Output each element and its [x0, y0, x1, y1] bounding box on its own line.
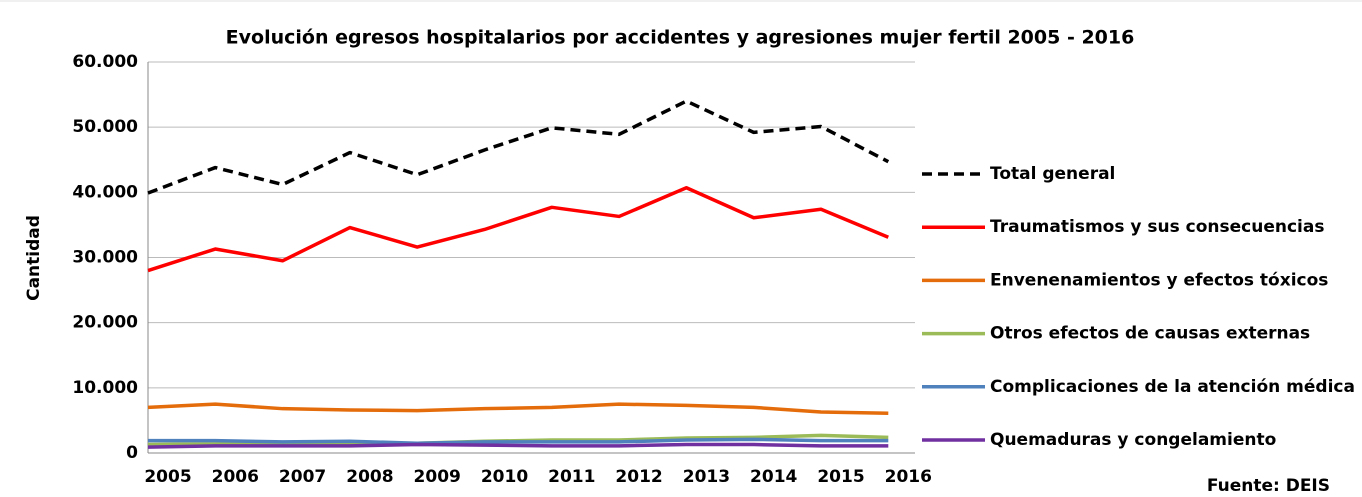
line-series	[147, 99, 890, 195]
x-tick-label: 2010	[481, 467, 528, 487]
x-tick-label: 2016	[885, 467, 932, 487]
x-tick-label: 2006	[212, 467, 259, 487]
line-series	[147, 186, 889, 273]
legend-label: Complicaciones de la atención médica	[990, 377, 1355, 397]
x-tick-label: 2011	[548, 467, 595, 487]
y-tick-label: 60.000	[72, 52, 138, 72]
y-tick-label: 30.000	[72, 248, 138, 268]
y-tick-label: 10.000	[72, 378, 138, 398]
legend-label: Total general	[990, 164, 1115, 184]
y-tick-label: 40.000	[72, 182, 138, 202]
x-tick-label: 2008	[346, 467, 393, 487]
x-tick-label: 2007	[279, 467, 326, 487]
x-tick-label: 2015	[817, 467, 864, 487]
x-tick-label: 2013	[683, 467, 730, 487]
y-tick-label: 0	[126, 443, 138, 463]
legend-label: Otros efectos de causas externas	[990, 324, 1310, 344]
y-axis-label: Cantidad	[24, 215, 44, 301]
x-tick-label: 2009	[414, 467, 461, 487]
source: Fuente: DEIS	[1207, 476, 1330, 496]
x-tick-label: 2012	[615, 467, 662, 487]
y-tick-label: 20.000	[72, 313, 138, 333]
x-tick-label: 2014	[750, 467, 797, 487]
legend-label: Quemaduras y congelamiento	[990, 430, 1276, 450]
line-series	[147, 442, 889, 449]
line-series	[148, 437, 889, 445]
legend-label: Envenenamientos y efectos tóxicos	[990, 270, 1328, 290]
line-series	[147, 402, 889, 415]
legend-label: Traumatismos y sus consecuencias	[990, 217, 1324, 237]
x-tick-label: 2005	[144, 467, 191, 487]
y-tick-label: 50.000	[72, 117, 138, 137]
chart-title: Evolución egresos hospitalarios por acci…	[226, 27, 1135, 49]
